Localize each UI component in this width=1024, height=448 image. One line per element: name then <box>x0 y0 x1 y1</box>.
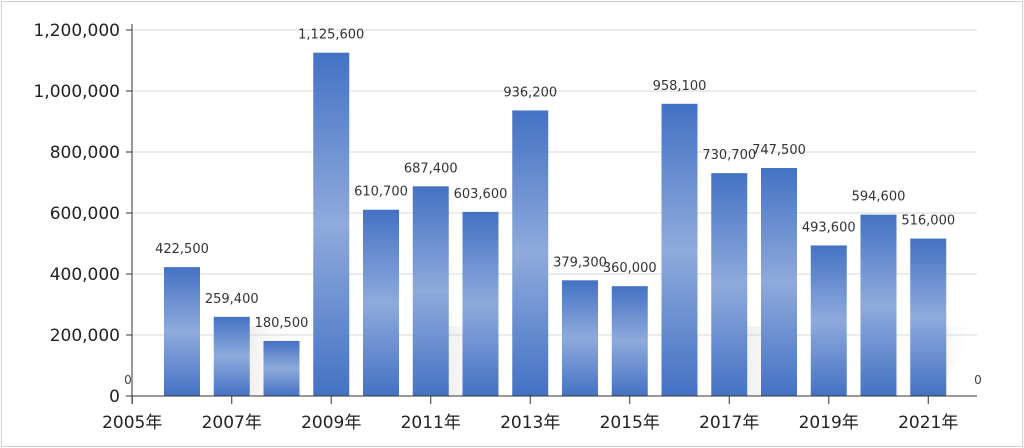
data-label: 379,300 <box>553 255 607 270</box>
bar <box>611 286 648 396</box>
x-tick-label: 2009年 <box>301 413 361 433</box>
y-tick-label: 1,000,000 <box>33 82 120 102</box>
bar <box>512 110 549 397</box>
x-tick-label: 2017年 <box>699 413 759 433</box>
data-label: 422,500 <box>155 242 209 257</box>
bars <box>164 52 947 397</box>
bar <box>860 214 897 396</box>
bar <box>164 267 200 396</box>
x-tick-label: 2007年 <box>202 413 262 433</box>
data-label: 594,600 <box>852 190 906 205</box>
y-tick-label: 0 <box>109 387 120 407</box>
bar <box>363 209 399 396</box>
data-label: 516,000 <box>901 214 955 229</box>
x-tick-label: 2005年 <box>102 413 162 433</box>
data-label: 259,400 <box>205 292 259 307</box>
x-tick-label: 2021年 <box>898 413 958 433</box>
bar <box>313 52 350 396</box>
bar <box>711 173 748 396</box>
data-label: 747,500 <box>752 143 806 158</box>
bar <box>562 280 598 396</box>
data-labels: 422,500 259,400 180,500 1,125,600 610,700 687… <box>155 28 955 331</box>
bar <box>213 316 250 396</box>
data-label: 603,600 <box>454 187 508 202</box>
bar <box>661 103 698 396</box>
bar <box>263 340 300 396</box>
axes <box>126 24 977 404</box>
y-tick-label: 400,000 <box>50 265 120 285</box>
y-tick-labels: 0 200,000 400,000 600,000 800,000 1,000,000 1,… <box>33 21 120 407</box>
x-tick-label: 2011年 <box>401 413 461 433</box>
x-tick-labels: 2005年 2007年 2009年 2011年 2013年 2015年 2017年 2019年… <box>102 413 958 433</box>
y-tick-label: 1,200,000 <box>33 21 120 41</box>
grid-lines <box>132 29 977 336</box>
data-label: 730,700 <box>702 148 756 163</box>
bar <box>761 168 797 396</box>
data-label: 360,000 <box>603 261 657 276</box>
bar <box>910 238 947 396</box>
bar <box>810 245 847 396</box>
data-label: 936,200 <box>503 85 557 100</box>
data-label: 180,500 <box>255 316 309 331</box>
x-tick-label: 2013年 <box>500 413 560 433</box>
data-label: 493,600 <box>802 220 856 235</box>
x-tick-label: 2015年 <box>600 413 660 433</box>
data-label: 610,700 <box>354 185 408 200</box>
y-tick-label: 200,000 <box>50 326 120 346</box>
bar <box>412 186 449 396</box>
data-label: 1,125,600 <box>298 28 364 43</box>
y-tick-label: 800,000 <box>50 143 120 163</box>
data-label: 958,100 <box>653 79 707 94</box>
axis-end-label-right: 0 <box>974 373 982 387</box>
y-tick-label: 600,000 <box>50 204 120 224</box>
bar <box>462 211 499 396</box>
axis-end-label-left: 0 <box>124 373 132 387</box>
x-tick-label: 2019年 <box>799 413 859 433</box>
data-label: 687,400 <box>404 161 458 176</box>
